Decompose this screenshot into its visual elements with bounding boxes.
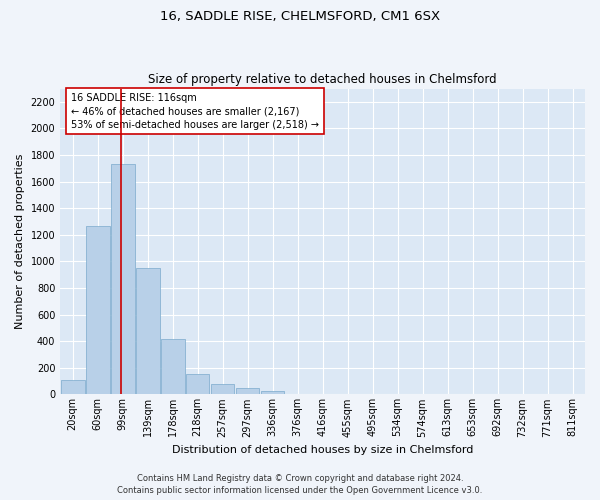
Bar — [186, 374, 209, 394]
Bar — [136, 268, 160, 394]
Text: 16 SADDLE RISE: 116sqm
← 46% of detached houses are smaller (2,167)
53% of semi-: 16 SADDLE RISE: 116sqm ← 46% of detached… — [71, 93, 319, 130]
Bar — [161, 339, 185, 394]
Y-axis label: Number of detached properties: Number of detached properties — [15, 154, 25, 329]
Bar — [61, 380, 85, 394]
Text: Contains HM Land Registry data © Crown copyright and database right 2024.
Contai: Contains HM Land Registry data © Crown c… — [118, 474, 482, 495]
X-axis label: Distribution of detached houses by size in Chelmsford: Distribution of detached houses by size … — [172, 445, 473, 455]
Bar — [261, 391, 284, 394]
Bar — [86, 226, 110, 394]
Bar — [211, 384, 235, 394]
Bar — [111, 164, 134, 394]
Text: 16, SADDLE RISE, CHELMSFORD, CM1 6SX: 16, SADDLE RISE, CHELMSFORD, CM1 6SX — [160, 10, 440, 23]
Bar — [236, 388, 259, 394]
Title: Size of property relative to detached houses in Chelmsford: Size of property relative to detached ho… — [148, 73, 497, 86]
